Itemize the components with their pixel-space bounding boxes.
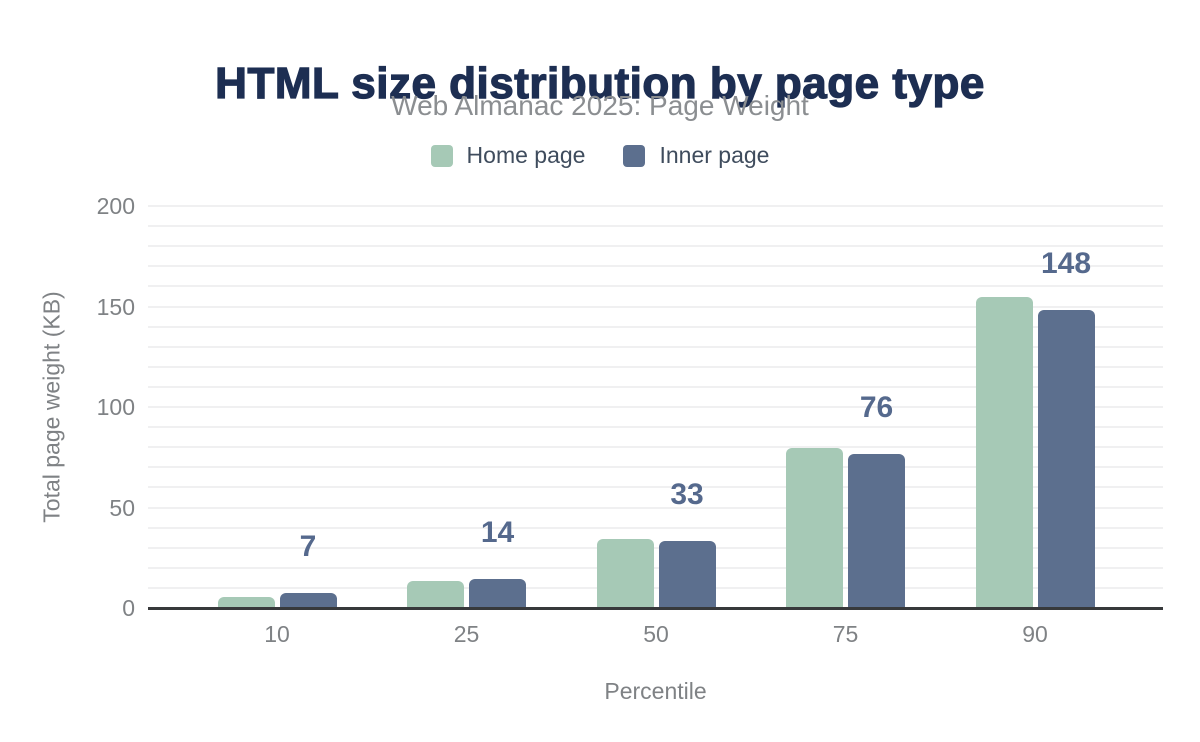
bar-home-page-p90: [975, 297, 1033, 607]
legend-item-home-page[interactable]: Home page: [430, 142, 586, 169]
home-page-swatch-icon: [430, 144, 453, 167]
gridline-190: [148, 225, 1163, 228]
bar-inner-page-p25: [469, 578, 526, 607]
plot-area: Total page weight (KB) Percentile 0 50 100…: [39, 194, 1163, 704]
gridline-140: [148, 325, 1163, 328]
chart-title: HTML size distribution by page type: [215, 59, 985, 109]
chart-subtitle: Web Almanac 2025: Page Weight: [391, 90, 809, 121]
x-tick-label: 75: [832, 621, 859, 647]
bar-home-page-p75: [786, 448, 843, 607]
bar-inner-page-p50: [658, 540, 716, 607]
bar-inner-page-p90: [1037, 309, 1095, 607]
value-label: 76: [859, 391, 894, 425]
y-tick-label: 200: [96, 193, 135, 219]
y-tick-label: 50: [109, 494, 135, 521]
bar-home-page-p10: [217, 596, 275, 607]
gridline-150: [148, 305, 1163, 308]
x-tick-label: 10: [264, 621, 290, 647]
gridline-170: [148, 265, 1163, 268]
bar-inner-page-p75: [848, 454, 905, 607]
y-tick-label: 100: [96, 394, 135, 420]
legend: Home page Inner page: [0, 142, 1200, 169]
inner-page-swatch-icon: [623, 144, 646, 167]
x-tick-label: 50: [643, 621, 669, 647]
value-label: 14: [480, 515, 515, 549]
bar-home-page-p25: [407, 580, 464, 607]
gridline-60: [148, 486, 1163, 489]
value-label: 7: [299, 529, 317, 563]
gridline-120: [148, 365, 1163, 368]
y-axis-title: Total page weight (KB): [38, 291, 65, 523]
gridline-20: [148, 566, 1163, 569]
gridline-10: [148, 586, 1163, 589]
bar-home-page-p50: [596, 538, 654, 607]
gridline-130: [148, 345, 1163, 348]
gridline-200: [148, 205, 1163, 207]
gridline-90: [148, 426, 1163, 429]
gridline-100: [148, 406, 1163, 408]
value-label: 148: [1040, 246, 1092, 280]
legend-label: Inner page: [659, 142, 770, 168]
gridline-30: [148, 546, 1163, 549]
gridline-110: [148, 385, 1163, 388]
gridline-50: [148, 506, 1163, 509]
gridline-180: [148, 245, 1163, 248]
gridline-160: [148, 285, 1163, 288]
legend-label: Home page: [466, 142, 586, 168]
gridline-40: [148, 526, 1163, 529]
x-axis-line: [148, 607, 1163, 610]
value-label: 33: [670, 477, 704, 511]
bar-inner-page-p10: [279, 592, 337, 607]
gridline-80: [148, 446, 1163, 449]
x-axis-title: Percentile: [604, 678, 707, 704]
gridline-70: [148, 466, 1163, 469]
legend-item-inner-page[interactable]: Inner page: [623, 142, 769, 169]
x-tick-label: 90: [1022, 621, 1048, 647]
y-tick-label: 0: [122, 595, 135, 621]
x-tick-label: 25: [453, 621, 480, 647]
y-tick-label: 150: [96, 293, 135, 320]
